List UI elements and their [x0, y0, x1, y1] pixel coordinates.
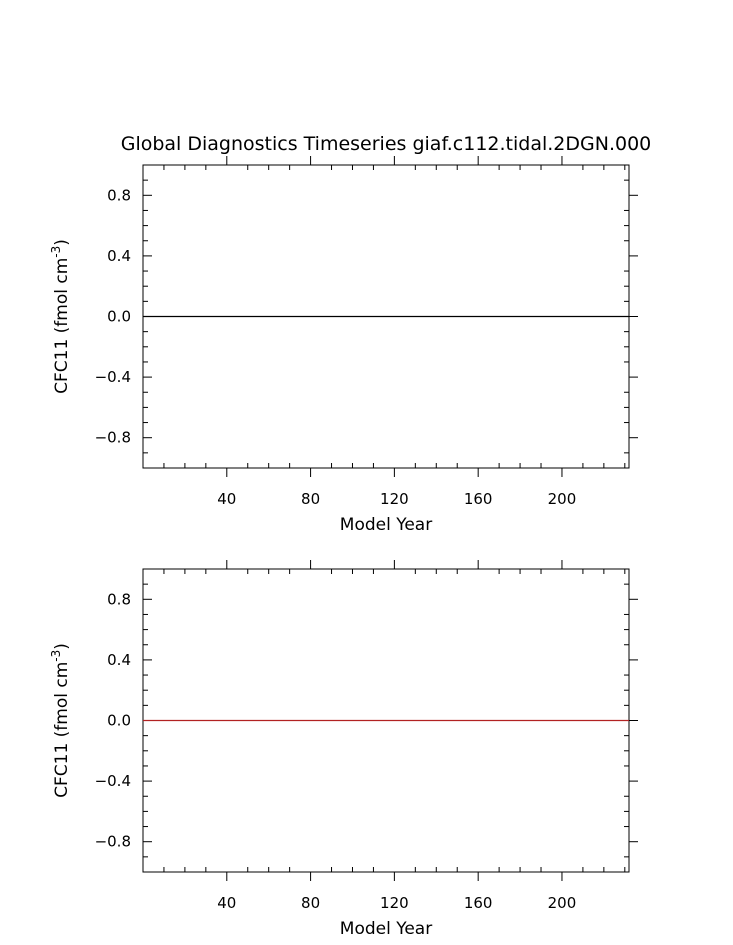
- panel-top-y-tick-label: 0.0: [107, 308, 131, 326]
- panel-bottom-x-tick-label: 160: [464, 894, 493, 912]
- panel-bottom-x-tick-label: 80: [301, 894, 320, 912]
- panel-top-y-axis-label: CFC11 (fmol cm-3): [49, 239, 72, 394]
- panel-bottom-y-tick-label: −0.8: [95, 833, 131, 851]
- panel-top-x-tick-label: 200: [548, 490, 577, 508]
- panel-bottom-y-axis-label: CFC11 (fmol cm-3): [49, 643, 72, 798]
- chart-title: Global Diagnostics Timeseries giaf.c112.…: [121, 133, 652, 155]
- panel-top-y-tick-label: 0.8: [107, 186, 131, 204]
- panel-top-x-tick-label: 40: [217, 490, 236, 508]
- panel-top-y-tick-label: 0.4: [107, 247, 131, 265]
- panel-bottom-y-tick-label: 0.4: [107, 651, 131, 669]
- panel-top-x-tick-label: 120: [380, 490, 409, 508]
- panel-bottom-x-tick-label: 40: [217, 894, 236, 912]
- panel-bottom-x-tick-label: 200: [548, 894, 577, 912]
- panel-bottom-y-tick-label: 0.0: [107, 712, 131, 730]
- panel-top-y-tick-label: −0.8: [95, 429, 131, 447]
- panel-top-x-axis-label: Model Year: [340, 515, 432, 535]
- top-panel: 40 80 120 160 200 0.8 0.4 0.0 −0.4 −0.8 Model Year…: [49, 156, 638, 535]
- panel-bottom-x-tick-label: 120: [380, 894, 409, 912]
- bottom-panel: 40 80 120 160 200 0.8 0.4 0.0 −0.4 −0.8 Model Year…: [49, 560, 638, 939]
- panel-top-x-tick-label: 160: [464, 490, 493, 508]
- panel-top-x-tick-label: 80: [301, 490, 320, 508]
- panel-top-y-tick-label: −0.4: [95, 368, 131, 386]
- panel-bottom-x-axis-label: Model Year: [340, 919, 432, 939]
- panel-bottom-y-tick-label: 0.8: [107, 590, 131, 608]
- panel-bottom-y-tick-label: −0.4: [95, 772, 131, 790]
